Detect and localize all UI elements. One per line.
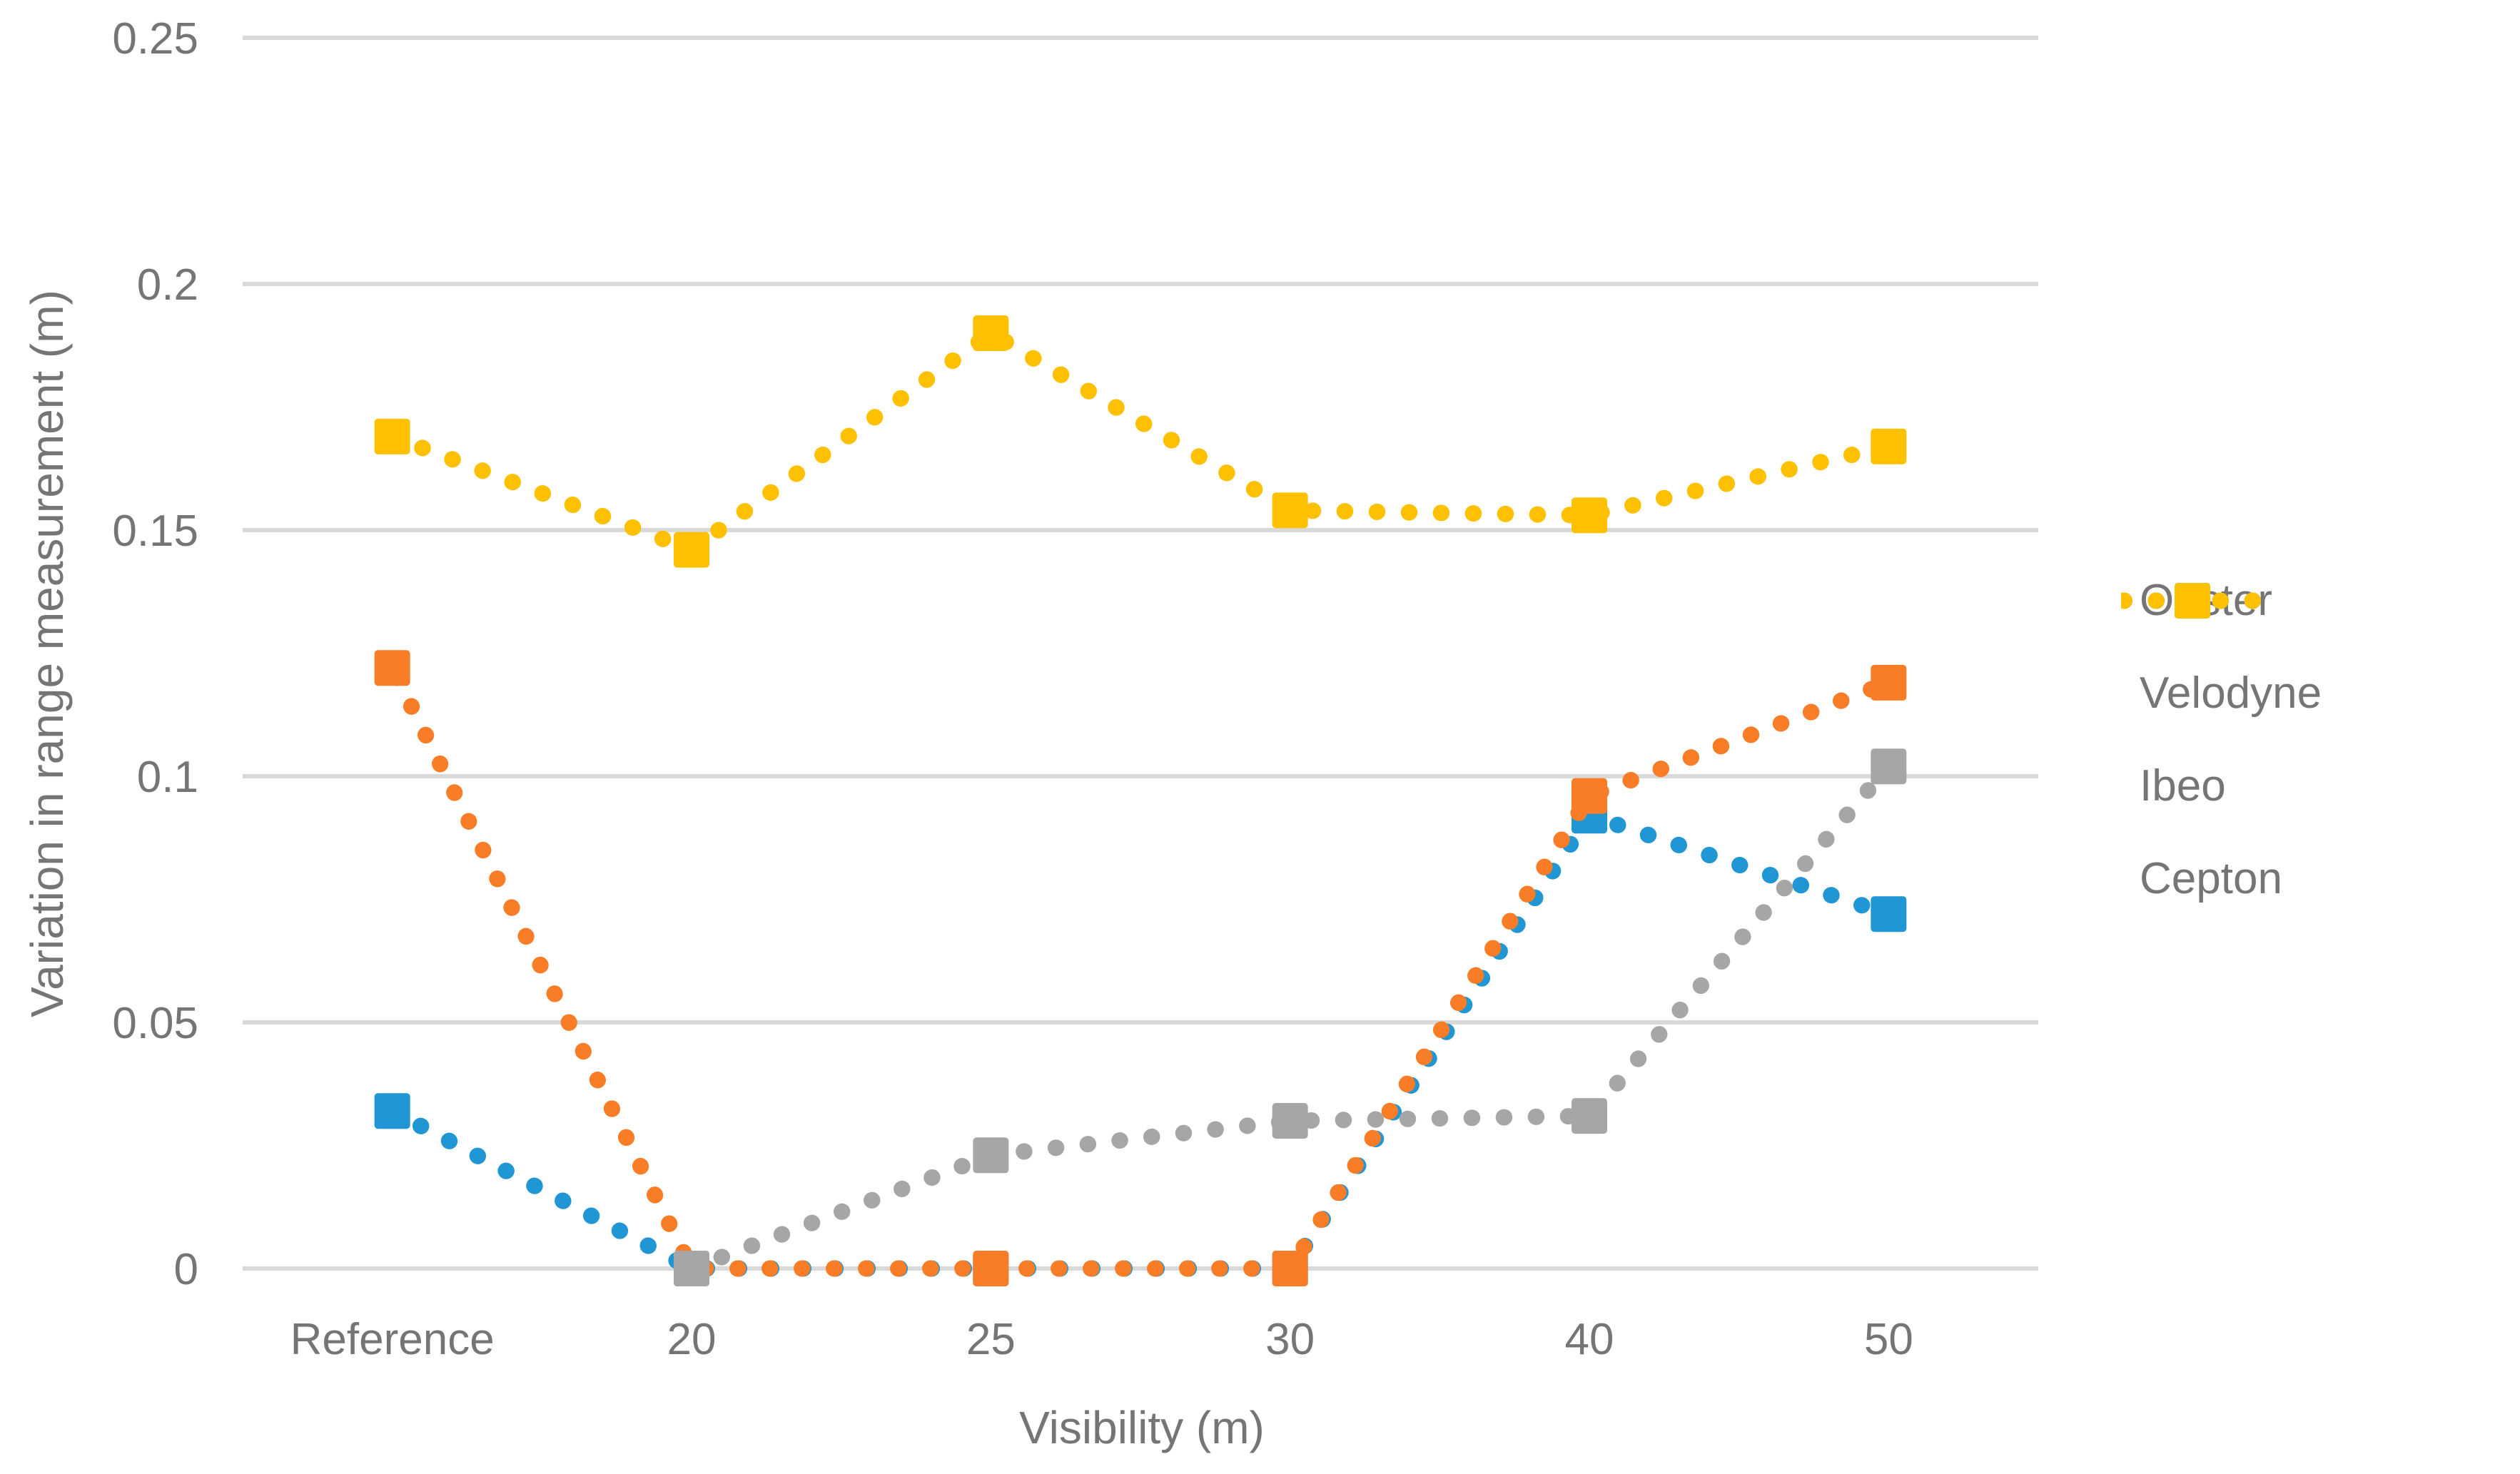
y-tick-label: 0.05	[112, 999, 198, 1048]
legend-item-velodyne: Velodyne	[2121, 583, 2322, 719]
marker-cepton-30	[1272, 492, 1308, 529]
marker-ouster-50	[1871, 896, 1907, 932]
legend-item-cepton: Cepton	[2121, 583, 2322, 905]
series-line-ouster	[384, 807, 1897, 1277]
marker-ibeo-40	[1572, 1098, 1607, 1134]
marker-velodyne-25	[973, 1251, 1009, 1286]
marker-cepton-40	[1572, 497, 1607, 534]
marker-velodyne-50	[1871, 664, 1907, 701]
legend-label: Cepton	[2140, 854, 2282, 903]
legend-label: Ibeo	[2140, 761, 2226, 810]
marker-cepton-reference	[374, 418, 410, 454]
marker-cepton-20	[674, 532, 709, 568]
x-category-label: Reference	[290, 1315, 495, 1364]
y-tick-label: 0	[174, 1245, 198, 1294]
legend-item-ibeo: Ibeo	[2121, 583, 2322, 812]
marker-ibeo-25	[973, 1137, 1009, 1174]
marker-velodyne-30	[1272, 1251, 1308, 1286]
series-line-cepton	[384, 325, 1897, 559]
marker-cepton-50	[1871, 428, 1907, 464]
x-axis-title: Visibility (m)	[1019, 1402, 1265, 1453]
x-category-label: 25	[966, 1315, 1016, 1364]
y-tick-label: 0.2	[137, 260, 198, 310]
legend: OusterVelodyneIbeoCepton	[2121, 575, 2322, 946]
marker-ibeo-50	[1871, 748, 1907, 785]
series-line-velodyne	[384, 659, 1897, 1277]
legend-label: Velodyne	[2140, 669, 2322, 718]
marker-ouster-reference	[374, 1093, 410, 1129]
x-category-label: 20	[667, 1315, 717, 1364]
y-tick-label: 0.25	[112, 14, 198, 63]
x-category-label: 40	[1565, 1315, 1614, 1364]
marker-velodyne-40	[1572, 778, 1607, 814]
marker-ibeo-30	[1272, 1103, 1308, 1139]
y-tick-label: 0.1	[137, 753, 198, 802]
series-line-ibeo	[683, 758, 1897, 1277]
x-category-label: 30	[1265, 1315, 1315, 1364]
marker-velodyne-reference	[374, 650, 410, 686]
marker-ibeo-20	[674, 1251, 709, 1286]
x-category-label: 50	[1864, 1315, 1913, 1364]
legend-marker	[2175, 583, 2210, 619]
marker-cepton-25	[973, 315, 1009, 351]
y-tick-label: 0.15	[112, 507, 198, 556]
legend-swatch-cepton-icon	[2121, 583, 2264, 619]
y-axis-title: Variation in range measurement (m)	[21, 290, 73, 1017]
